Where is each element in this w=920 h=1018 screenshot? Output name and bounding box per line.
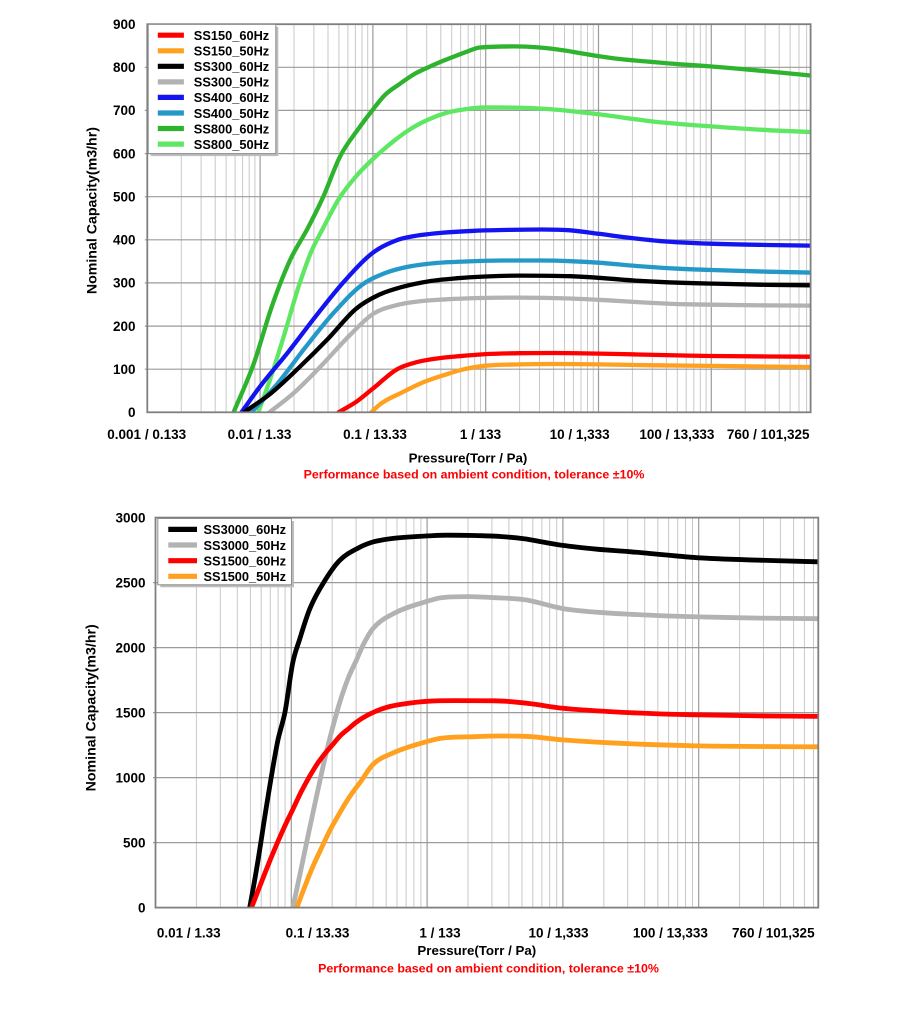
svg-text:600: 600 (113, 146, 136, 161)
svg-text:0.1 / 13.33: 0.1 / 13.33 (286, 926, 350, 941)
svg-text:Nominal Capacity(m3/hr): Nominal Capacity(m3/hr) (83, 624, 99, 791)
svg-text:900: 900 (113, 17, 136, 32)
svg-text:SS300_50Hz: SS300_50Hz (194, 75, 269, 90)
svg-text:400: 400 (113, 233, 136, 248)
svg-text:2000: 2000 (115, 640, 145, 655)
svg-text:200: 200 (113, 319, 136, 334)
svg-text:SS1500_60Hz: SS1500_60Hz (204, 554, 287, 569)
svg-text:0.001 / 0.133: 0.001 / 0.133 (107, 427, 186, 442)
svg-text:800: 800 (113, 60, 136, 75)
svg-text:500: 500 (113, 189, 136, 204)
svg-text:Nominal Capacity(m3/hr): Nominal Capacity(m3/hr) (85, 127, 101, 294)
svg-text:100 / 13,333: 100 / 13,333 (639, 427, 715, 442)
svg-text:0.01 / 1.33: 0.01 / 1.33 (228, 427, 292, 442)
svg-text:1500: 1500 (115, 705, 145, 720)
svg-text:2500: 2500 (115, 575, 145, 590)
svg-text:700: 700 (113, 103, 136, 118)
svg-text:Performance based on ambient c: Performance based on ambient condition, … (304, 468, 645, 482)
svg-text:100: 100 (113, 362, 136, 377)
svg-text:SS1500_50Hz: SS1500_50Hz (204, 569, 287, 584)
svg-text:0: 0 (138, 900, 146, 915)
svg-text:SS3000_60Hz: SS3000_60Hz (204, 522, 287, 537)
svg-text:SS400_50Hz: SS400_50Hz (194, 106, 269, 121)
svg-text:SS150_50Hz: SS150_50Hz (194, 44, 269, 59)
svg-text:3000: 3000 (115, 510, 145, 525)
svg-text:10 / 1,333: 10 / 1,333 (550, 427, 611, 442)
svg-text:0: 0 (128, 405, 136, 420)
svg-text:SS3000_50Hz: SS3000_50Hz (204, 538, 287, 553)
svg-text:1 / 133: 1 / 133 (460, 427, 502, 442)
svg-text:Pressure(Torr / Pa): Pressure(Torr / Pa) (409, 450, 528, 465)
svg-text:760 / 101,325: 760 / 101,325 (732, 926, 815, 941)
svg-text:0.1 / 13.33: 0.1 / 13.33 (343, 427, 407, 442)
svg-text:760 / 101,325: 760 / 101,325 (727, 427, 810, 442)
svg-text:SS800_50Hz: SS800_50Hz (194, 137, 269, 152)
svg-text:Pressure(Torr / Pa): Pressure(Torr / Pa) (417, 943, 536, 958)
svg-text:300: 300 (113, 276, 136, 291)
svg-text:SS400_60Hz: SS400_60Hz (194, 90, 269, 105)
svg-text:SS800_60Hz: SS800_60Hz (194, 121, 269, 136)
svg-text:1 / 133: 1 / 133 (419, 926, 461, 941)
svg-text:0.01 / 1.33: 0.01 / 1.33 (157, 926, 221, 941)
svg-text:Performance based on ambient c: Performance based on ambient condition, … (318, 962, 659, 976)
svg-text:SS300_60Hz: SS300_60Hz (194, 59, 269, 74)
svg-text:500: 500 (123, 835, 146, 850)
svg-text:10 / 1,333: 10 / 1,333 (528, 926, 589, 941)
svg-text:1000: 1000 (115, 770, 145, 785)
svg-text:SS150_60Hz: SS150_60Hz (194, 28, 269, 43)
svg-text:100 / 13,333: 100 / 13,333 (633, 926, 709, 941)
